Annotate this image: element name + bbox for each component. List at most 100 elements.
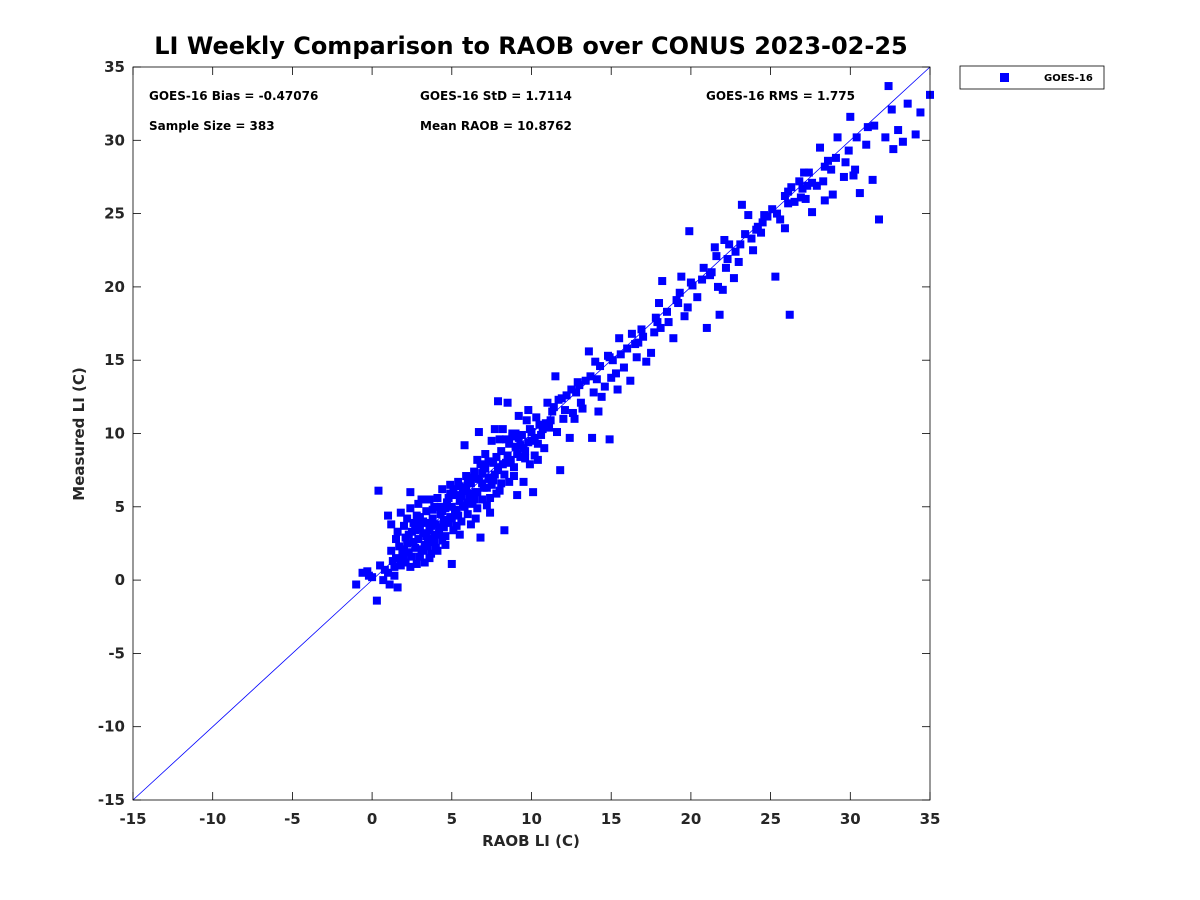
data-point (710, 243, 719, 252)
data-point (473, 504, 482, 513)
y-tick-label: 25 (104, 205, 125, 223)
data-point (752, 225, 761, 234)
data-point (387, 546, 396, 555)
data-point (772, 209, 781, 218)
data-point (535, 420, 544, 429)
data-point (505, 439, 514, 448)
data-point (699, 263, 708, 272)
data-point (911, 130, 920, 139)
data-point (427, 521, 436, 530)
data-point (804, 168, 813, 177)
data-point (801, 194, 810, 203)
data-point (615, 334, 624, 343)
data-point (776, 215, 785, 224)
data-point (527, 436, 536, 445)
data-point (509, 472, 518, 481)
data-point (565, 433, 574, 442)
data-point (639, 332, 648, 341)
data-point (463, 476, 472, 485)
data-point (619, 363, 628, 372)
data-point (420, 558, 429, 567)
data-point (392, 554, 401, 563)
data-point (435, 523, 444, 532)
data-point (737, 200, 746, 209)
data-point (800, 168, 809, 177)
data-point (669, 334, 678, 343)
data-point (487, 436, 496, 445)
data-point (839, 172, 848, 181)
y-tick-label: 35 (104, 58, 125, 76)
data-point (387, 520, 396, 529)
data-point (546, 416, 555, 425)
data-point (484, 474, 493, 483)
data-point (468, 473, 477, 482)
data-point (494, 463, 503, 472)
data-point (803, 181, 812, 190)
data-point (605, 435, 614, 444)
data-point (581, 376, 590, 385)
data-point (401, 533, 410, 542)
data-point (591, 357, 600, 366)
data-point (466, 520, 475, 529)
data-point (463, 510, 472, 519)
data-point (597, 392, 606, 401)
data-point (798, 184, 807, 193)
data-point (509, 463, 518, 472)
data-point (849, 171, 858, 180)
data-point (894, 126, 903, 135)
data-point (501, 435, 510, 444)
x-tick-label: 30 (840, 810, 861, 828)
data-point (430, 537, 439, 546)
data-point (423, 535, 432, 544)
x-tick-label: -15 (119, 810, 146, 828)
y-tick-label: 20 (104, 278, 125, 296)
data-point (415, 552, 424, 561)
data-point (768, 205, 777, 214)
stat-std: GOES-16 StD = 1.7114 (420, 89, 572, 103)
data-point (489, 476, 498, 485)
data-point (484, 457, 493, 466)
data-point (686, 278, 695, 287)
data-point (463, 498, 472, 507)
x-tick-label: -10 (199, 810, 226, 828)
data-point (656, 323, 665, 332)
data-point (403, 514, 412, 523)
data-point (827, 165, 836, 174)
data-point (637, 325, 646, 334)
data-point (449, 526, 458, 535)
data-point (685, 227, 694, 236)
data-point (844, 146, 853, 155)
data-point (647, 348, 656, 357)
data-point (433, 494, 442, 503)
x-axis-ticks: -15 -10 -5 0 5 10 15 20 25 30 35 (119, 67, 940, 828)
data-point (425, 495, 434, 504)
data-point (525, 460, 534, 469)
data-point (358, 568, 367, 577)
data-point (419, 529, 428, 538)
data-point (395, 542, 404, 551)
data-point (406, 562, 415, 571)
data-point (744, 211, 753, 220)
data-point (443, 498, 452, 507)
data-point (497, 447, 506, 456)
data-point (664, 318, 673, 327)
data-point (530, 451, 539, 460)
data-point (884, 82, 893, 91)
chart-title: LI Weekly Comparison to RAOB over CONUS … (154, 32, 907, 60)
data-point (398, 549, 407, 558)
data-point (372, 596, 381, 605)
data-point (567, 385, 576, 394)
data-point (428, 514, 437, 523)
data-point (747, 234, 756, 243)
data-point (524, 406, 533, 415)
data-point (415, 513, 424, 522)
data-point (758, 218, 767, 227)
data-point (846, 112, 855, 121)
data-point (874, 215, 883, 224)
data-point (444, 494, 453, 503)
data-point (675, 288, 684, 297)
data-point (578, 404, 587, 413)
data-point (623, 344, 632, 353)
